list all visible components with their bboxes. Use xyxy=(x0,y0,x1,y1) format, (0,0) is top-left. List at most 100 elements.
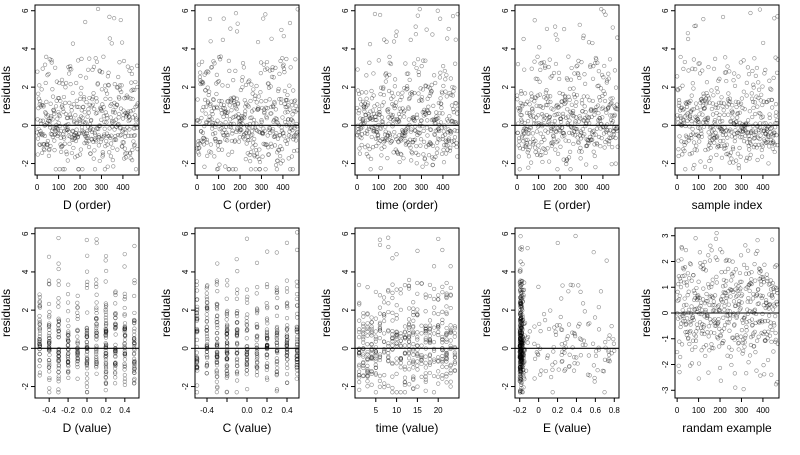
data-point xyxy=(602,390,607,395)
data-point xyxy=(702,106,707,111)
x-tick-label: 0.8 xyxy=(609,406,621,415)
data-point xyxy=(406,71,411,76)
data-point xyxy=(280,115,285,120)
data-point xyxy=(66,375,71,380)
data-point xyxy=(277,71,282,76)
data-point xyxy=(446,119,451,124)
data-point xyxy=(85,135,90,140)
data-point xyxy=(110,120,115,125)
data-point xyxy=(427,142,432,147)
data-point xyxy=(206,92,211,98)
data-point xyxy=(99,117,104,122)
data-point xyxy=(747,137,752,142)
data-point xyxy=(294,292,300,297)
data-point xyxy=(75,376,80,381)
data-point xyxy=(556,111,561,116)
data-point xyxy=(397,115,403,120)
data-point xyxy=(83,120,88,125)
data-point xyxy=(587,138,592,143)
data-point xyxy=(613,106,618,111)
data-point xyxy=(430,32,435,37)
data-point xyxy=(585,114,590,119)
data-point xyxy=(416,91,421,96)
data-point xyxy=(375,133,380,138)
data-point xyxy=(567,86,572,91)
data-point xyxy=(562,26,567,32)
data-point xyxy=(739,124,744,129)
data-point xyxy=(609,162,614,167)
data-point xyxy=(709,248,714,253)
data-point xyxy=(263,98,268,104)
data-point xyxy=(592,112,597,117)
data-point xyxy=(209,64,215,70)
data-point xyxy=(244,297,250,302)
data-point xyxy=(682,142,687,148)
data-point xyxy=(231,101,236,106)
data-point xyxy=(432,286,437,292)
data-point xyxy=(685,36,691,42)
data-point xyxy=(125,111,130,116)
data-point xyxy=(611,129,616,134)
data-point xyxy=(275,136,281,141)
data-point xyxy=(131,143,137,148)
data-point xyxy=(720,132,725,137)
data-point xyxy=(231,99,237,104)
data-point xyxy=(379,153,384,158)
data-point xyxy=(729,278,734,283)
data-point xyxy=(70,41,76,46)
data-point xyxy=(267,97,272,102)
data-point xyxy=(121,140,126,145)
data-point xyxy=(561,131,566,136)
data-point xyxy=(605,122,610,127)
data-point xyxy=(432,325,437,330)
data-point xyxy=(84,139,89,144)
data-point xyxy=(435,146,440,151)
data-point xyxy=(71,137,76,142)
data-point xyxy=(573,233,578,239)
data-point xyxy=(703,120,708,125)
data-point xyxy=(359,136,364,141)
data-point xyxy=(551,133,556,138)
data-point xyxy=(82,131,87,137)
data-point xyxy=(687,341,692,347)
y-tick-label: -2 xyxy=(21,382,30,390)
data-point xyxy=(274,119,279,124)
data-point xyxy=(105,74,111,79)
data-point xyxy=(282,134,287,139)
data-point xyxy=(232,95,237,100)
data-point xyxy=(590,341,596,346)
data-point xyxy=(206,117,211,122)
data-point xyxy=(269,104,274,110)
data-point xyxy=(256,107,261,112)
y-tick-label: 2 xyxy=(341,307,350,312)
data-point xyxy=(707,139,713,144)
data-point xyxy=(132,126,137,131)
data-point xyxy=(411,115,417,120)
data-point xyxy=(415,367,420,372)
data-point xyxy=(532,95,538,100)
data-point xyxy=(724,152,729,157)
data-point xyxy=(80,167,85,172)
data-point xyxy=(72,155,78,160)
data-point xyxy=(217,98,222,104)
data-point xyxy=(440,91,445,96)
data-point xyxy=(251,117,257,123)
data-point xyxy=(436,236,441,242)
data-point xyxy=(595,60,600,65)
data-point xyxy=(360,118,366,123)
data-point xyxy=(69,67,74,72)
data-point xyxy=(58,135,63,140)
data-point xyxy=(382,37,387,42)
data-point xyxy=(518,259,523,264)
data-point xyxy=(518,112,523,117)
data-point xyxy=(263,105,269,110)
data-point xyxy=(131,139,136,144)
data-point xyxy=(418,122,423,127)
data-point xyxy=(213,130,218,136)
data-point xyxy=(386,107,391,112)
data-point xyxy=(695,117,700,122)
data-point xyxy=(117,83,122,88)
data-point xyxy=(71,102,76,107)
data-point xyxy=(369,88,374,94)
data-point xyxy=(131,126,136,131)
